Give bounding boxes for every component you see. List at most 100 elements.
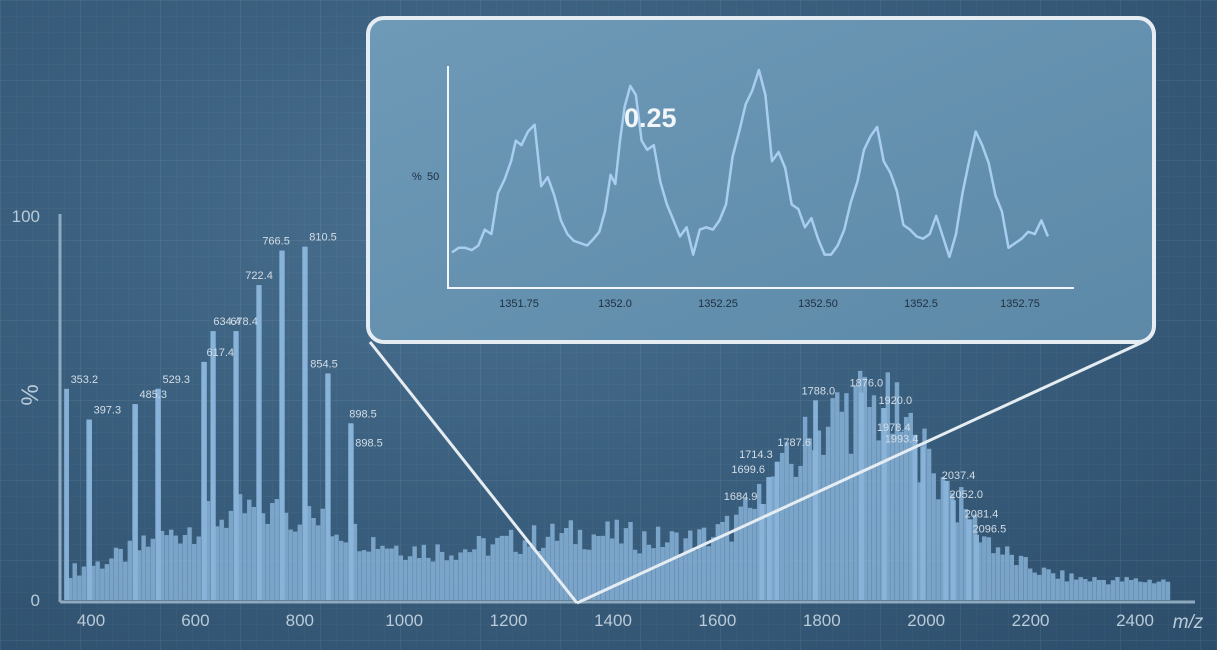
spectrum-bar [867,406,872,600]
spectrum-bar [1083,579,1088,600]
x-tick-label: 2000 [907,611,945,630]
spectrum-bar [729,541,734,600]
peak-label: 634.4 [213,316,241,328]
spectrum-bar [871,395,877,600]
labeled-peak-bar [256,285,262,600]
zoom-inset: 1351.75 1352.0 1352.25 1352.50 1352.5 1352.75… [366,16,1156,344]
spectrum-bar [1060,570,1065,600]
spectrum-bar [986,537,992,600]
spectrum-bar [1115,577,1120,600]
spectrum-bar [839,411,845,600]
peak-label: 678.4 [230,316,258,328]
main-spectrum: 400 600 800 1000 1200 1400 1600 1800 2000 2200 240… [12,207,1204,633]
spectrum-bar [995,547,1001,600]
spectrum-bar [1064,581,1070,600]
spectrum-bar [228,510,234,600]
labeled-peak-bar [966,519,972,600]
spectrum-bar [752,508,757,600]
spectrum-bar [692,550,698,600]
spectrum-bar [449,555,454,600]
x-tick-label: 1000 [385,611,423,630]
spectrum-bar [159,530,165,600]
y-axis-label: % [17,384,44,405]
y-tick-label: 100 [12,207,40,226]
spectrum-bar [1014,565,1019,600]
spectrum-bar [164,535,169,600]
spectrum-bar [1073,579,1079,600]
spectrum-bar [756,483,762,600]
spectrum-bar [706,546,711,600]
spectrum-bar [182,535,188,600]
spectrum-bar [270,503,275,600]
spectrum-bar [522,540,528,600]
spectrum-bar [352,523,358,600]
spectrum-bar [991,553,996,600]
spectrum-bar [472,549,477,600]
spectrum-bar [623,528,629,600]
labeled-peak-bar [920,446,926,600]
spectrum-bar [481,538,486,600]
spectrum-bar [848,453,854,600]
spectrum-bar [1023,557,1028,600]
spectrum-bar [724,515,730,600]
spectrum-bar [1096,579,1102,600]
spectrum-bar [504,535,509,600]
spectrum-bar [830,398,835,600]
spectrum-bar [715,524,721,600]
spectrum-bar [513,551,518,600]
x-tick-label: 2400 [1116,611,1154,630]
spectrum-bar [293,531,298,600]
x-tick-label: 400 [77,611,105,630]
spectrum-bar [219,519,224,600]
spectrum-bar [1101,579,1106,600]
x-tick-label: 2200 [1012,611,1050,630]
spectrum-bar [178,543,183,600]
spectrum-bar [311,517,316,600]
spectrum-bar [954,522,959,600]
spectrum-bar [554,540,560,600]
spectrum-bar [242,513,247,600]
spectrum-bar [982,536,987,600]
spectrum-bar [697,529,702,600]
spectrum-bar [205,501,211,600]
labeled-peak-bar [156,388,161,600]
spectrum-bar [688,530,693,600]
spectrum-bar [844,393,849,600]
labeled-peak-bar [766,477,772,600]
labeled-peak-bar [133,404,138,600]
labeled-peak-bar [348,438,354,600]
peak-label: 1993.4 [885,433,919,445]
spectrum-bar [173,535,178,600]
spectrum-bar [421,544,427,600]
spectrum-bar [403,559,408,600]
spectrum-bar [407,556,413,600]
peak-label: 353.2 [71,374,99,386]
spectrum-bar [366,551,371,600]
spectrum-bar [237,494,243,600]
spectrum-bar [963,509,969,600]
spectrum-bar [977,542,982,600]
x-tick-labels: 400 600 800 1000 1200 1400 1600 1800 2000 2200 240… [77,611,1154,630]
spectrum-bar [476,535,482,600]
spectrum-bar [1147,579,1152,600]
spectrum-bar [67,577,73,600]
spectrum-bar [890,433,895,600]
spectrum-bar [591,534,596,600]
spectrum-bar [1165,581,1171,600]
spectrum-bar [288,529,293,600]
y-tick-label: 0 [31,591,40,610]
spectrum-bar [1087,581,1093,600]
spectrum-bar [187,527,192,600]
spectrum-bar [394,545,399,600]
spectrum-bar [467,552,472,600]
spectrum-bar [596,535,601,600]
spectrum-bar [531,525,537,600]
spectrum-bar [637,553,642,600]
spectrum-bar [508,529,514,600]
spectrum-bar [430,561,436,600]
labeled-peak-bar [87,419,92,600]
spectrum-bar [412,546,417,600]
peak-label: 485.3 [140,389,168,401]
labeled-peak-bar [813,400,818,600]
spectrum-bar [81,566,87,600]
